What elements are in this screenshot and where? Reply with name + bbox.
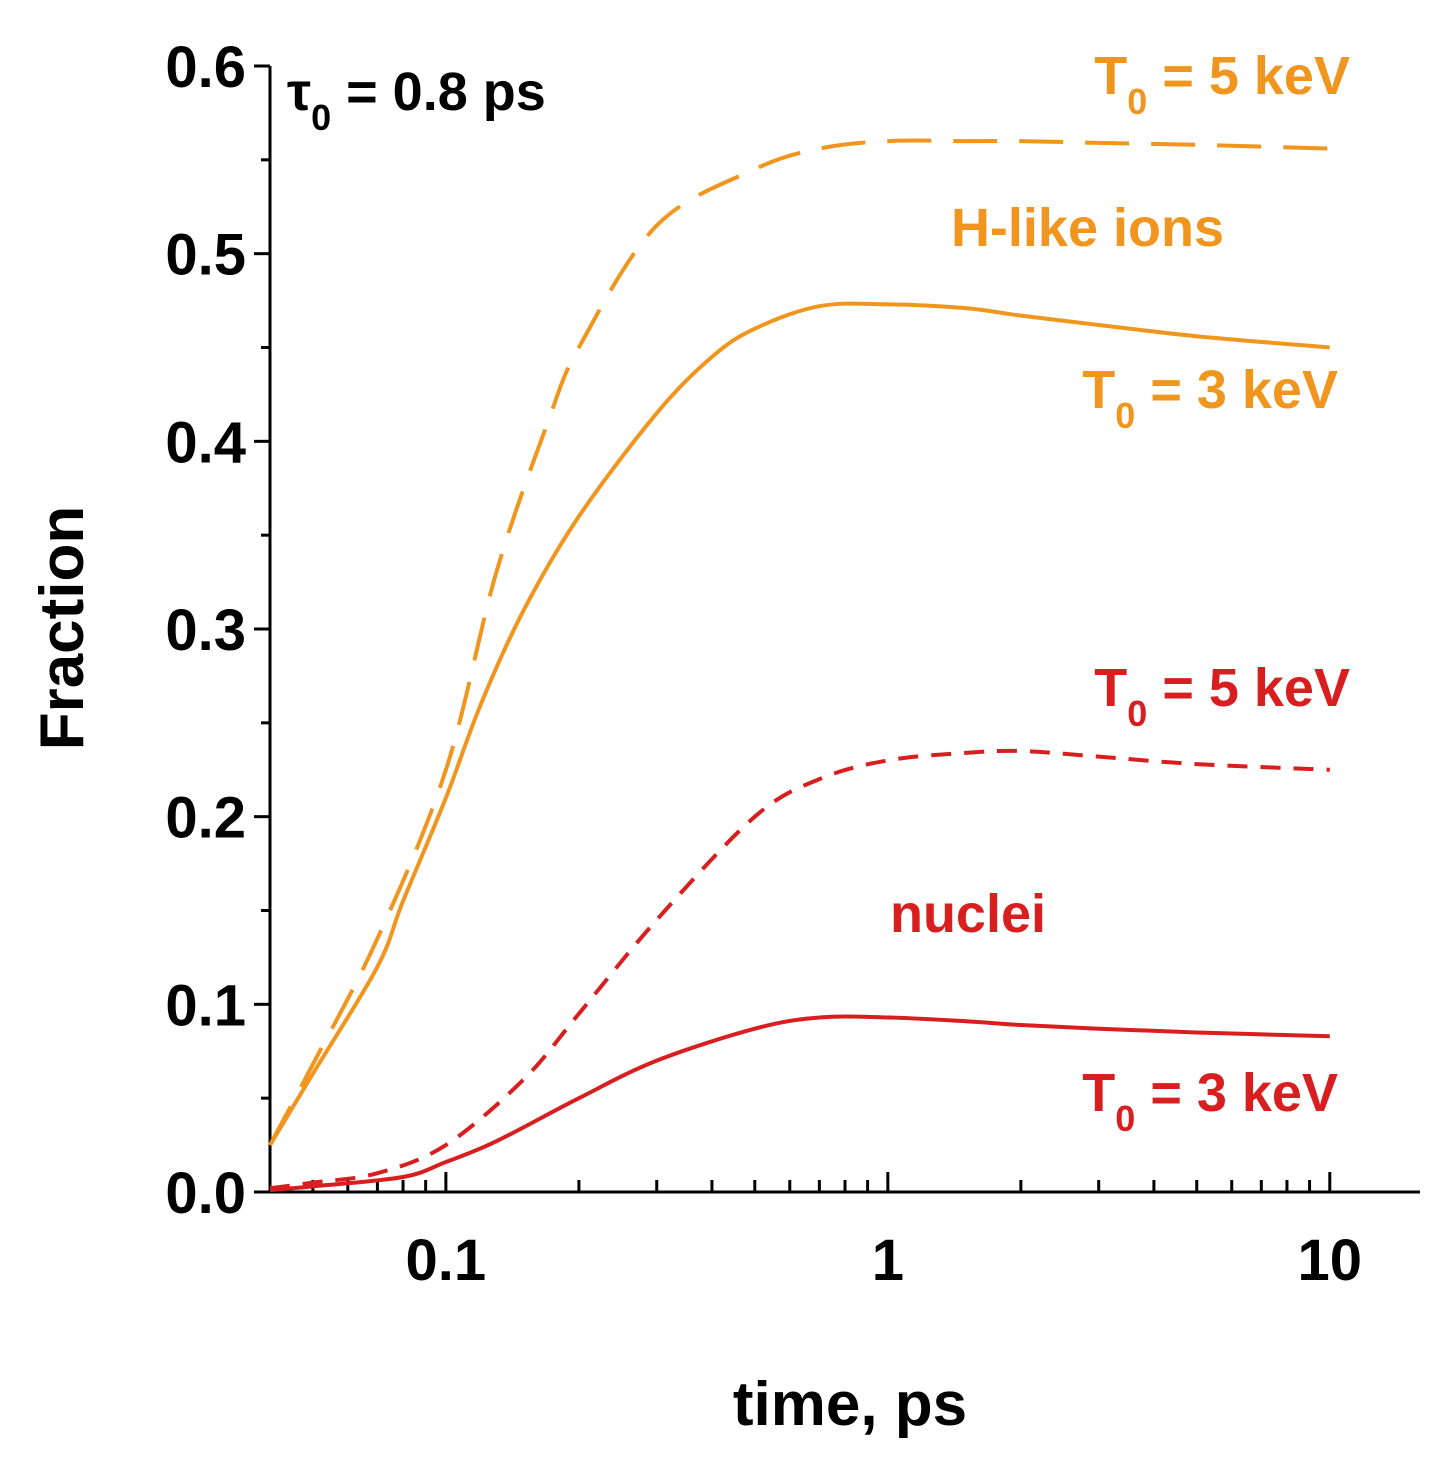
annotation-hlike-t3: T0 = 3 keV (1082, 360, 1338, 436)
annotation-nuclei-t5-text: = 5 keV (1147, 658, 1350, 718)
series-hlike-5kev-line (268, 138, 1330, 1147)
annotation-tau-text: = 0.8 ps (331, 62, 546, 122)
x-tick-label: 10 (1298, 1228, 1363, 1293)
y-tick-label: 0.3 (165, 598, 246, 663)
annotation-hlike-ions: H-like ions (951, 198, 1224, 258)
x-tick-label: 1 (872, 1228, 904, 1293)
plot-area (268, 138, 1330, 1193)
annotation-hlike-ions-text: H-like ions (951, 198, 1224, 258)
annotation-hlike-t3-text: = 3 keV (1135, 360, 1338, 420)
x-axis-title: time, ps (733, 1370, 967, 1439)
annotation-tau: τ0 = 0.8 ps (287, 62, 546, 138)
annotation-nuclei-t3-text: = 3 keV (1135, 1063, 1338, 1123)
annotation-hlike-t5-subscript: 0 (1127, 81, 1147, 122)
series-nuclei-5kev-line (269, 748, 1330, 1191)
series-hlike-3kev-line (268, 301, 1330, 1147)
axis-labels: time, ps Fraction (28, 506, 967, 1439)
annotation-hlike-t5-text: = 5 keV (1147, 46, 1350, 106)
x-tick-label: 0.1 (406, 1228, 487, 1293)
annotation-nuclei-text: nuclei (890, 884, 1046, 944)
annotation-nuclei-t5-subscript: 0 (1127, 693, 1147, 734)
annotation-nuclei-t5-symbol: T (1094, 658, 1127, 718)
annotation-nuclei-t5: T0 = 5 keV (1094, 658, 1350, 734)
y-tick-label: 0.2 (165, 786, 246, 851)
y-axis-title: Fraction (28, 506, 97, 751)
annotation-tau-symbol: τ (287, 62, 311, 122)
axes: 0.0 0.1 0.2 0.3 0.4 0.5 0.6 0.1 1 10 (165, 35, 1420, 1293)
annotation-hlike-t3-symbol: T (1082, 360, 1115, 420)
y-tick-label: 0.5 (165, 223, 246, 288)
annotation-hlike-t5-symbol: T (1094, 46, 1127, 106)
annotation-nuclei: nuclei (890, 884, 1046, 944)
y-tick-label: 0.1 (165, 973, 246, 1038)
annotation-nuclei-t3-symbol: T (1082, 1063, 1115, 1123)
annotation-tau-subscript: 0 (311, 97, 331, 138)
annotation-nuclei-t3-subscript: 0 (1115, 1098, 1135, 1139)
y-tick-label: 0.0 (165, 1161, 246, 1226)
annotation-nuclei-t3: T0 = 3 keV (1082, 1063, 1338, 1139)
annotation-hlike-t5: T0 = 5 keV (1094, 46, 1350, 122)
annotations: τ0 = 0.8 ps T0 = 5 keV H-like ions T0 = … (287, 46, 1350, 1139)
annotation-hlike-t3-subscript: 0 (1115, 395, 1135, 436)
y-tick-label: 0.4 (165, 410, 246, 475)
y-tick-label: 0.6 (165, 35, 246, 100)
series-nuclei-3kev-line (269, 1014, 1330, 1193)
